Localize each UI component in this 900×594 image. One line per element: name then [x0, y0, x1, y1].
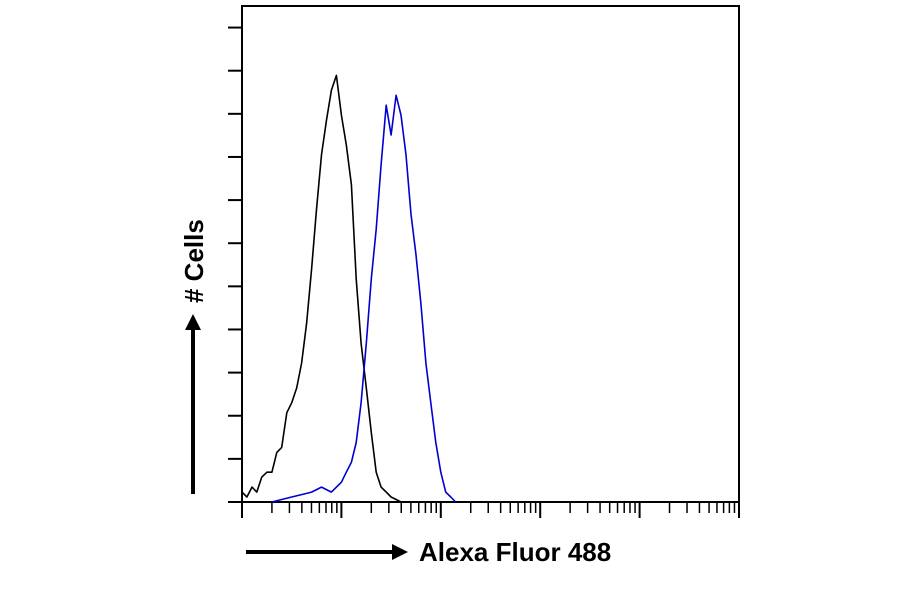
y-axis-label: # Cells — [179, 219, 209, 303]
arrow-up-icon — [185, 314, 201, 494]
series-line-1 — [241, 74, 402, 503]
x-axis-label: Alexa Fluor 488 — [419, 537, 611, 567]
y-axis-ticks — [228, 26, 242, 503]
arrow-right-icon — [246, 544, 408, 560]
plot-frame — [241, 5, 740, 503]
x-axis-ticks — [241, 502, 740, 518]
series-line-2 — [271, 94, 457, 503]
series-layer — [241, 74, 457, 503]
